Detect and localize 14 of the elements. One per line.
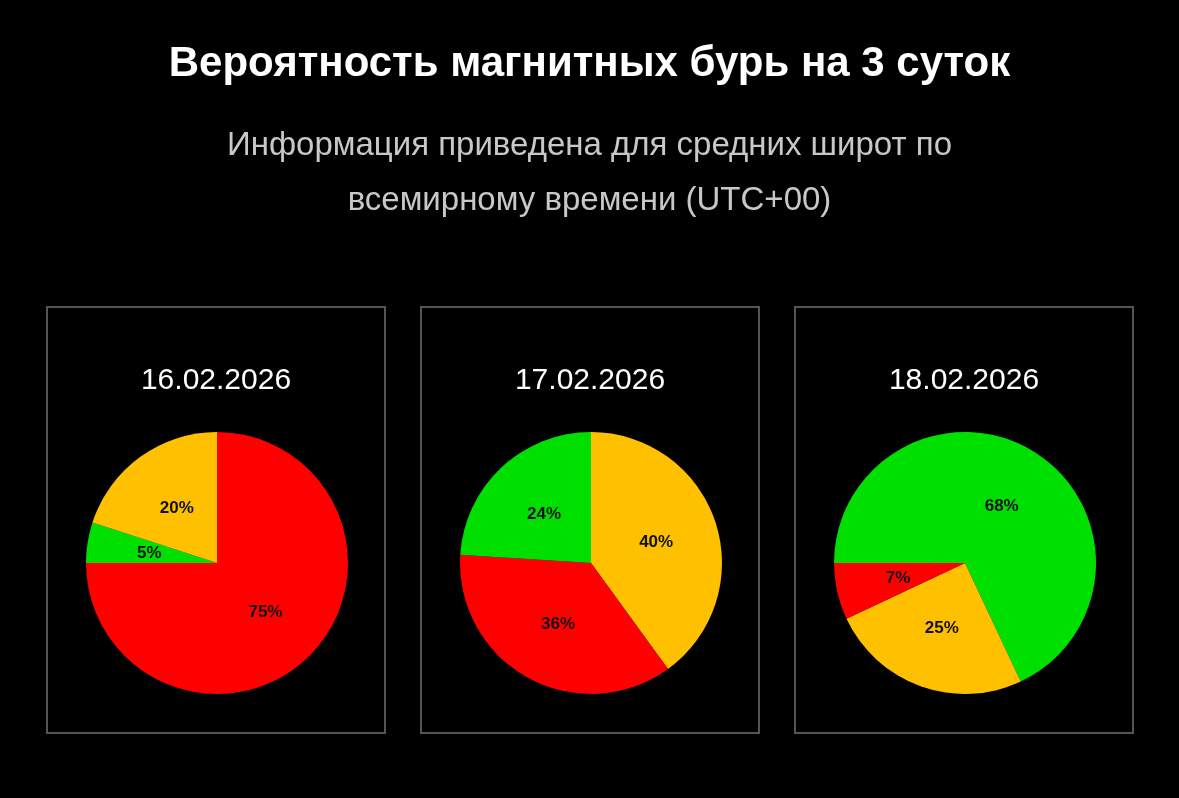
- data-label: 24%: [527, 503, 562, 523]
- data-label: 5%: [137, 542, 162, 562]
- chart-title: 17.02.2026: [514, 361, 666, 395]
- text: Вероятность магнитных бурь на 3 суток: [167, 38, 1012, 86]
- text: Информация приведена для средних широт по всемирному времени (UTC+00): [226, 124, 953, 219]
- chart-title: 16.02.2026: [140, 361, 292, 395]
- data-label: 75%: [248, 601, 283, 621]
- data-label: 7%: [885, 568, 911, 588]
- data-label: 40%: [639, 532, 674, 552]
- chart-title: 18.02.2026: [888, 361, 1040, 395]
- data-label: 36%: [540, 613, 576, 633]
- data-label: 68%: [984, 495, 1019, 515]
- data-label: 20%: [159, 498, 194, 518]
- data-label: 25%: [924, 617, 959, 637]
